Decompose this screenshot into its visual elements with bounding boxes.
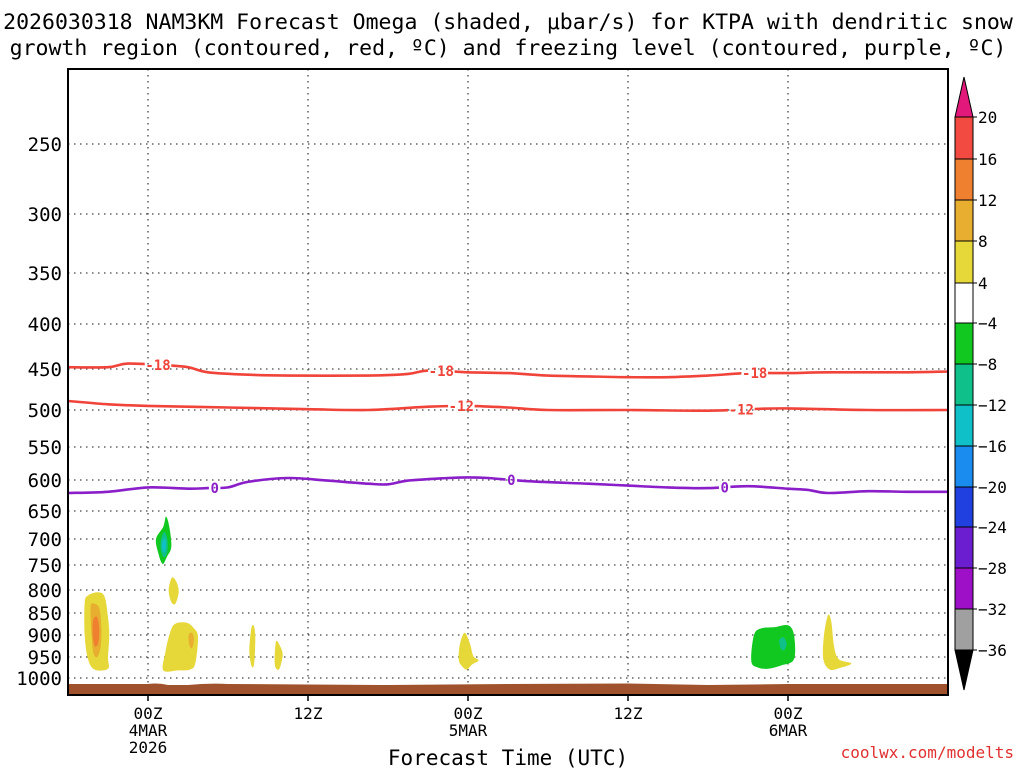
colorbar-label-6: −8 [978,355,997,374]
contour-1: -12 -12 [68,399,948,418]
contour-0: -18 -18 -18 [68,358,948,382]
x-tick-label-0-0: 00Z [134,704,163,723]
colorbar-label-12: −32 [978,600,1007,619]
colorbar-bin-7 [954,404,974,447]
y-tick-label-800: 800 [28,580,62,602]
x-tick-label-72-0: 12Z [614,704,643,723]
contour-layer: -18 -18 -18 -12 -12 0 0 0 [68,358,948,497]
omega-area-10 [274,640,283,670]
contour-label-2-2: 0 [720,480,728,496]
y-tick-label-850: 850 [28,603,62,625]
chart-title-line-1: 2026030318 NAM3KM Forecast Omega (shaded… [3,10,1013,35]
colorbar-below-triangle [954,649,974,691]
colorbar-bin-1 [954,158,974,201]
omega-area-8 [188,632,194,649]
contour-line-0 [68,362,948,379]
y-tick-label-700: 700 [28,529,62,551]
colorbar-bin-6 [954,363,974,406]
omega-area-5 [161,537,166,553]
colorbar-bin-2 [954,199,974,242]
terrain-band-layer [68,683,948,695]
terrain-band [68,683,948,695]
colorbar-label-9: −20 [978,478,1007,497]
contour-label-0-0: -18 [145,358,170,374]
y-tick-label-500: 500 [28,400,62,422]
colorbar-bin-12 [954,608,974,651]
omega-area-14 [822,614,852,671]
colorbar-label-10: −24 [978,518,1007,537]
omega-area-2 [92,616,100,647]
contour-label-1-1: -12 [729,402,754,418]
y-tick-label-600: 600 [28,470,62,492]
colorbar-bin-5 [954,322,974,365]
y-tick-label-400: 400 [28,314,62,336]
y-tick-label-350: 350 [28,263,62,285]
contour-label-1-0: -12 [449,399,474,415]
contour-line-2 [68,476,948,495]
omega-area-12 [751,624,796,669]
omega-colorbar: 20 16 12 8 4 −4 −8 −12 −16 −20 −24 −28 −32 −36 [954,76,1007,691]
y-tick-label-1000: 1000 [16,668,62,690]
colorbar-label-4: 4 [978,274,988,293]
contour-line-1 [68,399,948,413]
colorbar-bin-8 [954,445,974,488]
omega-area-9 [249,625,256,668]
y-axis-pressure-labels: 2503003504004505005506006507007508008509… [16,134,62,690]
chart-title-line-2: growth region (contoured, red, ºC) and f… [10,36,1007,61]
colorbar-label-3: 8 [978,232,988,251]
colorbar-label-11: −28 [978,559,1007,578]
contour-label-0-2: -18 [742,366,767,382]
x-axis-label: Forecast Time (UTC) [388,746,628,768]
omega-area-13 [779,637,787,651]
y-tick-label-300: 300 [28,204,62,226]
x-tick-label-96-0: 00Z [774,704,803,723]
colorbar-bin-3 [954,240,974,284]
x-tick-label-0-1: 4MAR [129,721,168,740]
colorbar-label-5: −4 [978,314,997,333]
y-tick-label-650: 650 [28,501,62,523]
y-tick-label-900: 900 [28,625,62,647]
y-tick-label-250: 250 [28,134,62,156]
plot-frame [67,68,949,696]
contour-label-2-0: 0 [210,481,218,497]
colorbar-bin-9 [954,486,974,528]
colorbar-bin-4 [954,282,974,324]
colorbar-label-2: 12 [978,191,997,210]
omega-area-6 [168,577,179,605]
colorbar-label-1: 16 [978,150,997,169]
colorbar-label-7: −12 [978,396,1007,415]
grid-lines [68,69,948,695]
y-tick-label-450: 450 [28,359,62,381]
y-tick-label-950: 950 [28,647,62,669]
y-tick-label-750: 750 [28,555,62,577]
x-tick-label-48-0: 00Z [454,704,483,723]
colorbar-bin-11 [954,567,974,610]
colorbar-bin-10 [954,526,974,569]
colorbar-above-triangle [954,76,974,118]
colorbar-label-0: 20 [978,108,997,127]
omega-area-11 [458,632,479,670]
x-tick-label-24-0: 12Z [294,704,323,723]
omega-shading-layer [84,516,852,672]
x-tick-label-0-2: 2026 [129,738,168,757]
x-tick-label-48-1: 5MAR [449,721,488,740]
contour-label-0-1: -18 [429,364,454,380]
colorbar-bin-0 [954,116,974,160]
contour-label-2-1: 0 [507,473,515,489]
y-tick-label-550: 550 [28,437,62,459]
contour-2: 0 0 0 [68,473,948,497]
x-tick-label-96-1: 6MAR [769,721,808,740]
colorbar-label-8: −16 [978,437,1007,456]
watermark: coolwx.com/modelts [841,743,1014,762]
colorbar-label-13: −36 [978,641,1007,660]
